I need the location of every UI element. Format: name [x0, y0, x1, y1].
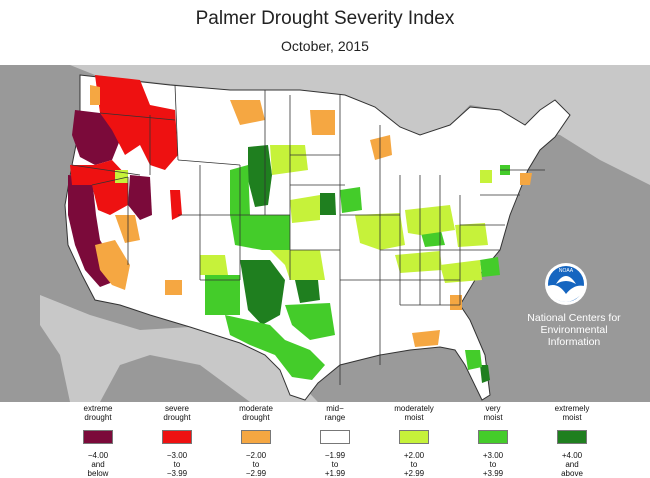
moderately-moist-ne	[290, 195, 320, 223]
legend-swatch-very-moist	[478, 430, 508, 444]
legend-swatch-severe-drought	[162, 430, 192, 444]
moderate-drought-ny	[520, 173, 532, 185]
legend-range: +2.00 to +2.99	[403, 451, 425, 478]
legend-item-extreme-drought: extreme drought −4.00 and below	[58, 404, 138, 478]
legend-range: +3.00 to +3.99	[482, 451, 504, 478]
legend-item-moderately-moist: moderately moist +2.00 to +2.99	[374, 404, 454, 478]
moderate-drought-ca-coast	[115, 215, 140, 243]
very-moist-nm	[205, 275, 240, 315]
very-moist-ar-la	[285, 303, 335, 340]
extremely-moist-ok-tx	[240, 260, 285, 325]
legend-item-extremely-moist: extremely moist +4.00 and above	[532, 404, 612, 478]
legend-label: moderately moist	[394, 404, 434, 422]
extreme-drought-nv	[128, 175, 152, 220]
svg-text:NOAA: NOAA	[559, 268, 574, 274]
legend-range: −1.99 to +1.99	[324, 451, 346, 478]
legend-swatch-mid-range	[320, 430, 350, 444]
moderate-drought-az	[165, 280, 182, 295]
moderate-drought-wa-small	[90, 85, 100, 105]
moderate-drought-ga	[412, 330, 440, 347]
legend-label: moderate drought	[239, 404, 273, 422]
moderately-moist-mt	[270, 145, 308, 175]
severe-drought-or	[70, 160, 128, 215]
moderately-moist-tx-ok	[270, 250, 325, 280]
very-moist-tx	[225, 315, 325, 380]
legend-swatch-extremely-moist	[557, 430, 587, 444]
moderate-drought-mn	[370, 135, 392, 160]
extremely-moist-fl	[480, 365, 490, 383]
map-title: Palmer Drought Severity Index	[195, 8, 455, 29]
legend: extreme drought −4.00 and below severe d…	[58, 404, 618, 478]
moderately-moist-nc	[440, 260, 482, 283]
legend-label: severe drought	[163, 404, 191, 422]
legend-label: extreme drought	[83, 404, 113, 422]
moderate-drought-ca	[95, 240, 130, 290]
severe-drought-wa	[95, 75, 178, 170]
extremely-moist-ne	[320, 193, 336, 215]
map-subtitle: October, 2015	[281, 38, 369, 54]
very-moist-co	[230, 165, 262, 250]
severe-drought-nv	[170, 190, 182, 220]
moderately-moist-nm	[200, 255, 228, 275]
moderately-moist-mi	[480, 170, 492, 183]
legend-label: very moist	[483, 404, 503, 422]
legend-label: mid− range	[324, 404, 346, 422]
mexico-land	[40, 295, 318, 402]
very-moist-ks	[262, 215, 290, 250]
noaa-logo-icon: NOAA	[545, 263, 587, 305]
moderate-drought-mt	[230, 100, 265, 125]
drought-map	[0, 65, 650, 402]
very-moist-sc	[480, 257, 500, 277]
legend-range: −3.00 to −3.99	[166, 451, 188, 478]
legend-label: extremely moist	[554, 404, 590, 422]
legend-swatch-moderate-drought	[241, 430, 271, 444]
legend-swatch-moderately-moist	[399, 430, 429, 444]
extremely-moist-ar	[295, 280, 320, 303]
moderately-moist-ca-north	[115, 170, 128, 183]
legend-item-severe-drought: severe drought −3.00 to −3.99	[137, 404, 217, 478]
legend-range: −4.00 and below	[87, 451, 109, 478]
legend-range: +4.00 and above	[561, 451, 583, 478]
very-moist-ia	[340, 187, 362, 213]
legend-item-moderate-drought: moderate drought −2.00 to −2.99	[216, 404, 296, 478]
legend-item-mid-range: mid− range −1.99 to +1.99	[295, 404, 375, 478]
state-borders	[71, 84, 545, 385]
moderate-drought-sc	[450, 295, 462, 310]
moderate-drought-nd	[310, 110, 335, 135]
legend-range: −2.00 to −2.99	[245, 451, 267, 478]
moderately-moist-in-oh	[405, 205, 455, 235]
legend-swatch-extreme-drought	[83, 430, 113, 444]
extremely-moist-wy	[248, 145, 272, 207]
moderately-moist-va	[455, 223, 488, 247]
credit-text: National Centers for Environmental Infor…	[527, 312, 621, 348]
very-moist-fl	[465, 350, 482, 370]
legend-item-very-moist: very moist +3.00 to +3.99	[453, 404, 533, 478]
moderately-moist-tn	[395, 251, 442, 273]
canada-land	[0, 65, 650, 185]
